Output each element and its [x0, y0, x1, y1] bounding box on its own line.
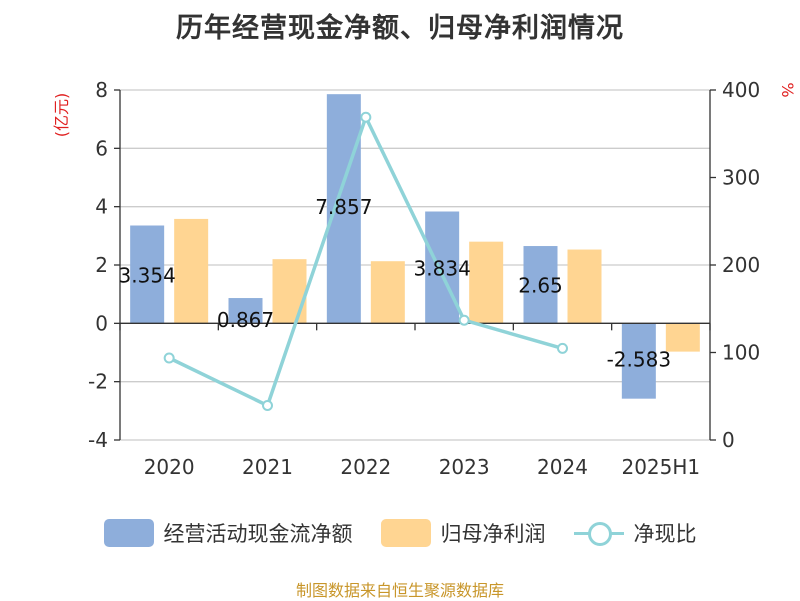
legend-item-ratio[interactable]: 净现比 [573, 518, 697, 548]
left-axis-unit: (亿元) [52, 93, 71, 138]
legend-item-net-profit[interactable]: 归母净利润 [380, 518, 546, 548]
cash-flow-data-label: 2.65 [518, 274, 563, 298]
ratio-line-path [168, 112, 563, 408]
left-axis-tick-label: 4 [95, 195, 108, 219]
legend-label-net-profit: 归母净利润 [440, 522, 546, 546]
source-note: 制图数据来自恒生聚源数据库 [295, 581, 504, 600]
axes: -4 -2 0 2 4 6 8 0 100 200 300 400 2020 2021 2022 2023 20… [88, 78, 760, 479]
legend-line-ratio [573, 519, 624, 547]
bars [130, 94, 700, 399]
right-axis-tick-label: 200 [722, 253, 760, 277]
cash-flow-bar [228, 298, 263, 324]
chart-title: 历年经营现金净额、归母净利润情况 [176, 13, 624, 44]
x-axis-label: 2024 [537, 455, 588, 479]
cash-flow-bar [425, 211, 460, 324]
cash-flow-bar [130, 225, 165, 324]
right-axis-tick-label: 300 [722, 166, 760, 190]
net-profit-bar [665, 323, 700, 352]
left-axis-tick-label: -4 [88, 428, 108, 452]
x-axis-label: 2023 [439, 455, 490, 479]
legend-swatch-cash-flow [103, 519, 154, 547]
left-axis-tick-label: 0 [95, 311, 108, 335]
cash-flow-data-label: 3.354 [119, 263, 176, 287]
cash-flow-bar [621, 323, 656, 399]
ratio-point [262, 400, 273, 412]
cash-flow-bar [326, 94, 361, 324]
x-axis-label: 2022 [340, 455, 391, 479]
ratio-point [458, 314, 470, 326]
left-axis-tick-label: 8 [95, 78, 108, 102]
legend: 经营活动现金流净额 归母净利润 净现比 [0, 518, 800, 548]
legend-item-cash-flow[interactable]: 经营活动现金流净额 [103, 518, 353, 548]
ratio-point [163, 352, 175, 364]
ratio-line [163, 111, 568, 412]
left-axis-tick-label: 2 [95, 253, 108, 277]
net-profit-bar [174, 218, 209, 324]
right-axis-tick-label: 100 [722, 341, 760, 365]
right-axis-tick-label: 400 [722, 78, 760, 102]
left-axis-tick-label: 6 [95, 136, 108, 160]
right-axis-tick-label: 0 [722, 428, 735, 452]
cash-flow-data-label: 0.867 [217, 308, 274, 332]
x-axis-label: 2021 [242, 455, 293, 479]
cash-flow-data-label: 3.834 [414, 256, 471, 280]
right-axis-unit: % [778, 82, 797, 97]
cash-flow-bar [523, 246, 558, 324]
legend-label-ratio: 净现比 [633, 522, 697, 546]
net-profit-bar [469, 241, 504, 324]
cash-flow-data-label: -2.583 [607, 348, 671, 372]
net-profit-bar [272, 259, 307, 324]
net-profit-bar [567, 249, 602, 324]
net-profit-bar [370, 261, 405, 324]
x-axis-label: 2020 [144, 455, 195, 479]
cash-flow-data-label: 7.857 [315, 195, 372, 219]
data-labels: 3.354 0.867 7.857 3.834 2.65 -2.583 [119, 195, 672, 372]
left-axis-tick-label: -2 [88, 370, 108, 394]
legend-swatch-net-profit [380, 519, 431, 547]
legend-label-cash-flow: 经营活动现金流净额 [163, 522, 353, 546]
ratio-point [360, 111, 372, 123]
x-axis-label: 2025H1 [621, 455, 700, 479]
ratio-point [557, 342, 568, 354]
